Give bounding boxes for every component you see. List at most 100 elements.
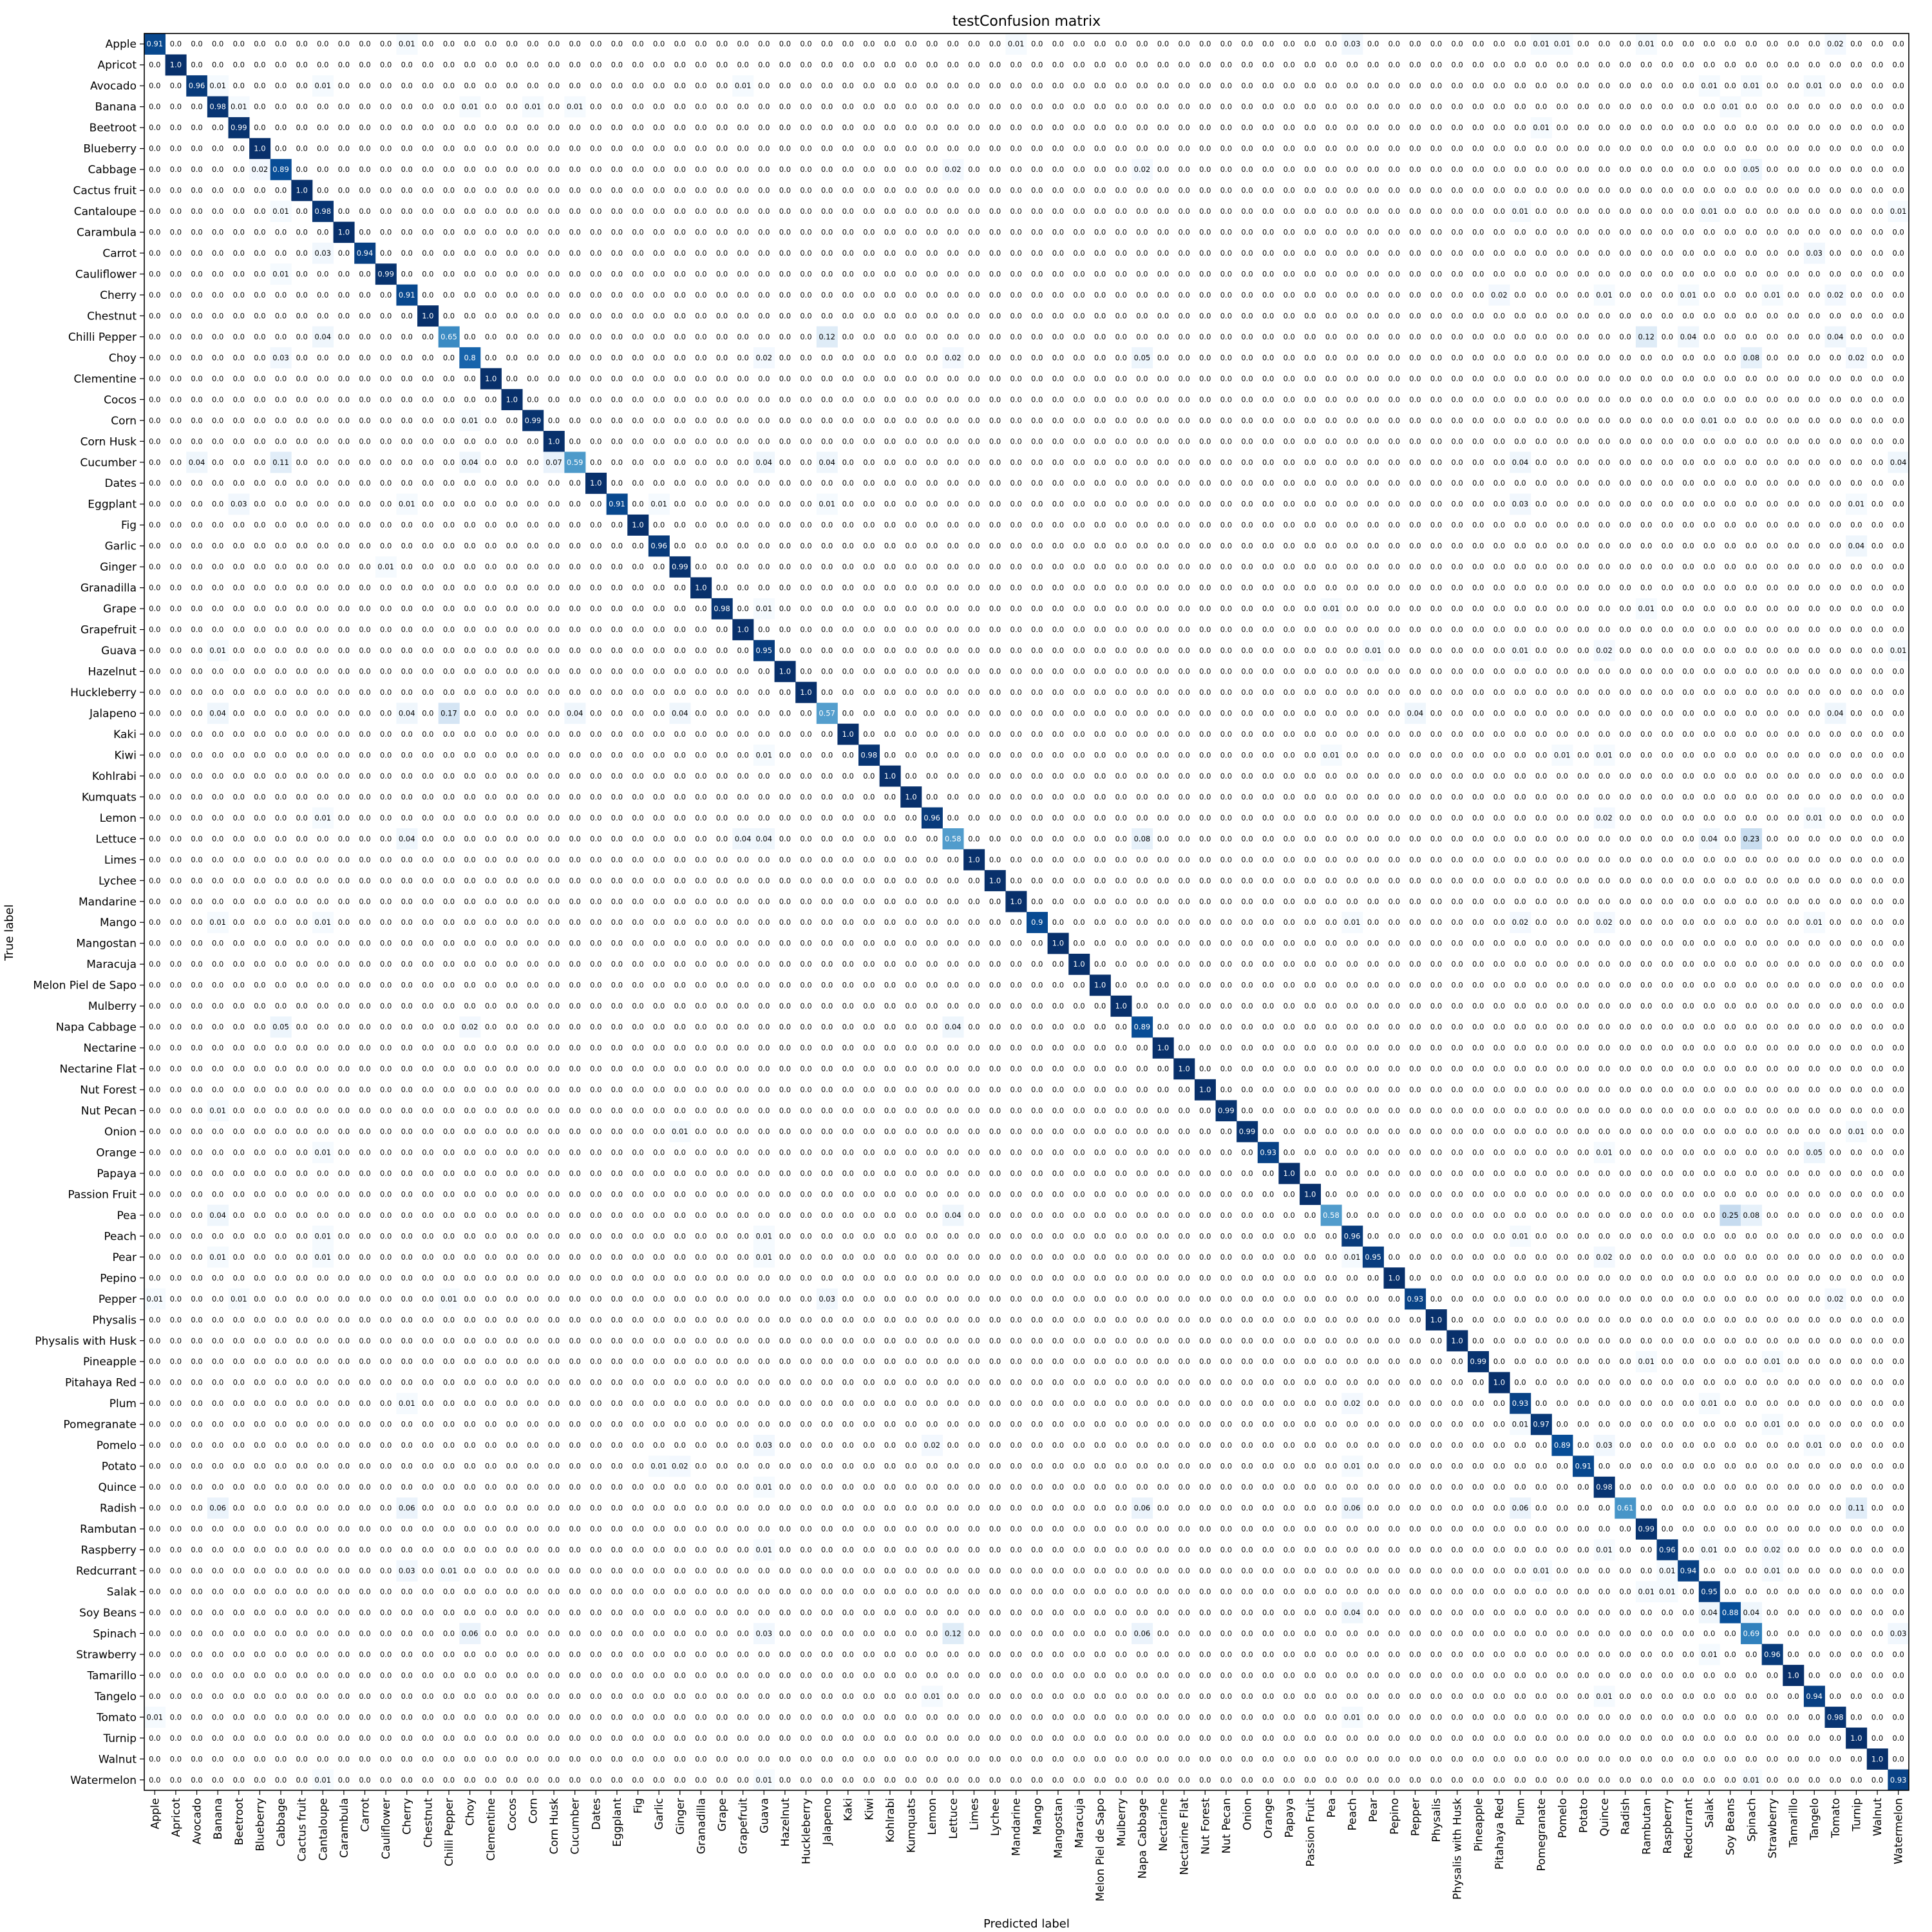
cell-value-label: 0.0: [758, 583, 770, 592]
cell-value-label: 0.0: [443, 918, 455, 927]
cell-value-label: 0.0: [1430, 39, 1442, 48]
cell-value-label: 0.0: [401, 583, 413, 592]
cell-value-label: 0.0: [1619, 165, 1631, 174]
cell-value-label: 0.0: [632, 374, 643, 383]
cell-value-label: 0.0: [1619, 353, 1631, 362]
cell-value-label: 0.0: [1052, 542, 1064, 551]
cell-value-label: 0.0: [380, 81, 392, 90]
cell-value-label: 0.0: [1346, 667, 1358, 676]
cell-value-label: 0.0: [275, 144, 287, 153]
cell-value-label: 0.0: [212, 562, 223, 571]
cell-value-label: 0.0: [1682, 855, 1694, 864]
heatmap-cell: [753, 1226, 775, 1247]
cell-value-label: 0.0: [611, 750, 623, 759]
cell-value-label: 0.0: [1430, 332, 1442, 341]
heatmap-cell: [1362, 639, 1384, 661]
cell-value-label: 0.0: [1304, 960, 1316, 969]
cell-value-label: 0.0: [401, 311, 413, 320]
cell-value-label: 0.0: [1304, 186, 1316, 195]
cell-value-label: 0.0: [1430, 792, 1442, 801]
cell-value-label: 0.0: [1472, 416, 1484, 425]
cell-value-label: 0.0: [170, 960, 182, 969]
cell-value-label: 0.0: [1577, 855, 1589, 864]
cell-value-label: 0.0: [800, 395, 811, 404]
cell-value-label: 0.0: [359, 792, 370, 801]
cell-value-label: 0.0: [1115, 855, 1127, 864]
cell-value-label: 0.0: [1725, 855, 1736, 864]
cell-value-label: 0.0: [485, 437, 497, 446]
cell-value-label: 0.0: [1535, 750, 1547, 759]
cell-value-label: 0.0: [1136, 458, 1148, 467]
cell-value-label: 0.0: [716, 500, 728, 509]
cell-value-label: 0.0: [464, 708, 475, 717]
cell-value-label: 0.0: [1893, 81, 1904, 90]
cell-value-label: 0.0: [443, 834, 455, 843]
cell-value-label: 0.0: [1304, 416, 1316, 425]
cell-value-label: 0.01: [1806, 813, 1823, 822]
cell-value-label: 0.0: [758, 1211, 770, 1220]
cell-value-label: 0.0: [737, 353, 748, 362]
cell-value-label: 0.0: [968, 1085, 980, 1094]
cell-value-label: 0.0: [1367, 667, 1379, 676]
cell-value-label: 0.91: [147, 39, 164, 48]
cell-value-label: 0.0: [1577, 500, 1589, 509]
cell-value-label: 0.0: [1850, 374, 1862, 383]
cell-value-label: 0.0: [842, 1127, 854, 1136]
cell-value-label: 0.0: [338, 1001, 350, 1010]
cell-value-label: 0.0: [170, 520, 182, 529]
cell-value-label: 0.0: [359, 520, 370, 529]
cell-value-label: 0.0: [1283, 855, 1295, 864]
cell-value-label: 0.0: [779, 395, 791, 404]
cell-value-label: 0.0: [842, 1023, 854, 1032]
cell-value-label: 0.0: [296, 395, 307, 404]
cell-value-label: 0.0: [212, 520, 223, 529]
cell-value-label: 0.0: [149, 855, 160, 864]
cell-value-label: 0.0: [1073, 813, 1084, 822]
cell-value-label: 0.0: [926, 604, 938, 613]
cell-value-label: 0.0: [1367, 249, 1379, 258]
cell-value-label: 0.0: [716, 834, 728, 843]
cell-value-label: 0.0: [821, 269, 833, 278]
cell-value-label: 0.0: [1325, 353, 1337, 362]
cell-value-label: 0.0: [989, 1189, 1001, 1198]
cell-value-label: 0.02: [1848, 353, 1865, 362]
cell-value-label: 0.0: [527, 960, 538, 969]
cell-value-label: 0.0: [653, 39, 665, 48]
cell-value-label: 0.0: [1430, 437, 1442, 446]
cell-value-label: 0.0: [149, 708, 160, 717]
cell-value-label: 0.0: [254, 981, 265, 990]
cell-value-label: 1.0: [968, 855, 980, 864]
cell-value-label: 0.0: [884, 1106, 896, 1115]
cell-value-label: 0.0: [1241, 918, 1253, 927]
cell-value-label: 0.0: [464, 332, 475, 341]
cell-value-label: 0.0: [1493, 583, 1505, 592]
cell-value-label: 0.0: [1452, 604, 1463, 613]
heatmap-cell: [753, 347, 775, 369]
cell-value-label: 0.01: [1890, 207, 1907, 216]
cell-value-label: 0.0: [1472, 960, 1484, 969]
cell-value-label: 0.0: [212, 1127, 223, 1136]
cell-value-label: 0.0: [1577, 102, 1589, 111]
cell-value-label: 0.0: [170, 688, 182, 697]
heatmap-cell: [900, 786, 922, 808]
cell-value-label: 0.0: [170, 39, 182, 48]
cell-value-label: 0.0: [1367, 583, 1379, 592]
cell-value-label: 0.0: [1115, 1127, 1127, 1136]
cell-value-label: 0.0: [317, 228, 328, 237]
cell-value-label: 0.0: [1787, 416, 1799, 425]
cell-value-label: 0.0: [380, 542, 392, 551]
cell-value-label: 0.0: [212, 1065, 223, 1074]
cell-value-label: 0.0: [1241, 855, 1253, 864]
cell-value-label: 0.0: [1241, 1106, 1253, 1115]
cell-value-label: 0.0: [1472, 207, 1484, 216]
cell-value-label: 0.0: [1682, 730, 1694, 739]
cell-value-label: 0.0: [1745, 918, 1757, 927]
cell-value-label: 0.0: [863, 1085, 875, 1094]
cell-value-label: 0.0: [863, 772, 875, 781]
cell-value-label: 0.0: [716, 562, 728, 571]
cell-value-label: 0.0: [1871, 876, 1883, 885]
cell-value-label: 0.0: [275, 102, 287, 111]
cell-value-label: 0.0: [527, 437, 538, 446]
cell-value-label: 0.0: [1388, 1148, 1400, 1157]
cell-value-label: 0.0: [758, 813, 770, 822]
